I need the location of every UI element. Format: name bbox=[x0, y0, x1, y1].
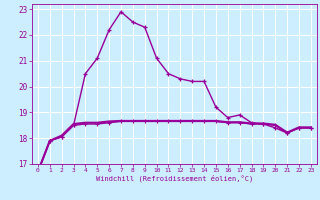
X-axis label: Windchill (Refroidissement éolien,°C): Windchill (Refroidissement éolien,°C) bbox=[96, 175, 253, 182]
